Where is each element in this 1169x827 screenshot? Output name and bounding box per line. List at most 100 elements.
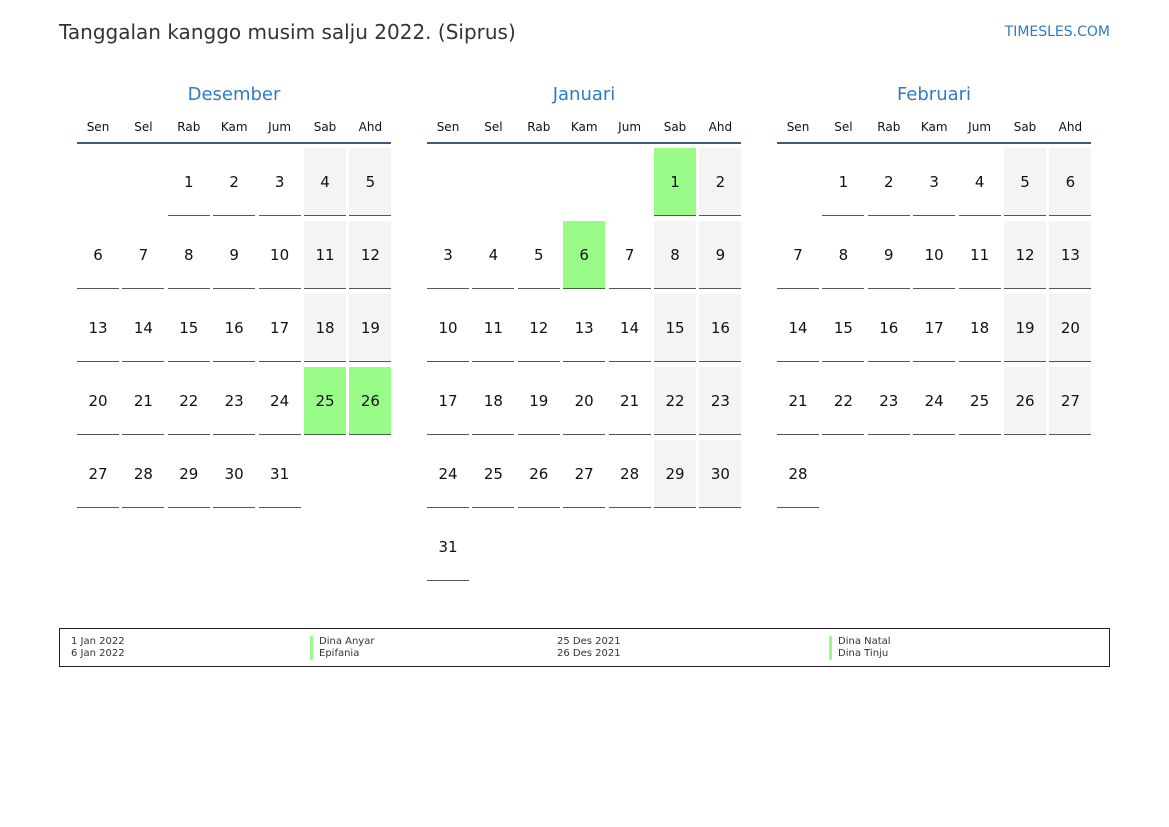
day-cell: 3 (427, 221, 469, 289)
day-cell: 31 (258, 440, 301, 508)
day-cell: 15 (822, 294, 865, 362)
day-cell: 27 (77, 440, 119, 508)
weekday-label: Kam (220, 120, 248, 134)
day-cell: 22 (167, 367, 210, 435)
weekday-label: Sen (786, 120, 810, 134)
month-desember: Desember Sen Sel Rab Kam Jum Sab Ahd 1 2 3 4 5 6 7 8 9 10… (77, 84, 392, 604)
day-cell: 22 (822, 367, 865, 435)
day-cell: 8 (822, 221, 865, 289)
legend-holiday-name: Dina Anyar (310, 636, 374, 648)
day-cell: 25 (472, 440, 515, 508)
day-cell: 29 (167, 440, 210, 508)
day-cell: 11 (304, 221, 346, 289)
day-cell: 18 (304, 294, 346, 362)
day-cell: 13 (77, 294, 119, 362)
page-title: Tanggalan kanggo musim salju 2022. (Sipr… (59, 20, 516, 44)
day-cell: 4 (472, 221, 515, 289)
day-cell: 6 (1049, 148, 1092, 216)
day-cell: 12 (349, 221, 392, 289)
header-divider (777, 142, 1091, 144)
weekday-label: Ahd (708, 120, 733, 134)
month-januari: Januari Sen Sel Rab Kam Jum Sab Ahd 1 2 3 4 5 6 7 8 9 10 1… (427, 84, 742, 604)
day-cell: 14 (608, 294, 651, 362)
day-cell: 21 (777, 367, 819, 435)
day-cell: 14 (122, 294, 165, 362)
day-cell: 30 (213, 440, 256, 508)
legend-names: Dina Anyar Epifania (310, 636, 374, 660)
day-cell: 14 (777, 294, 819, 362)
day-cell: 31 (427, 513, 469, 581)
legend-holiday-name: Epifania (310, 648, 374, 660)
day-cell: 28 (122, 440, 165, 508)
day-cell: 20 (1049, 294, 1092, 362)
day-cell: 9 (213, 221, 256, 289)
weekday-label: Sab (663, 120, 687, 134)
header-divider (427, 142, 741, 144)
day-cell: 7 (608, 221, 651, 289)
day-cell: 23 (699, 367, 742, 435)
day-cell: 28 (608, 440, 651, 508)
legend-names: Dina Natal Dina Tinju (829, 636, 891, 660)
header-divider (77, 142, 391, 144)
day-cell: 22 (654, 367, 696, 435)
day-cell: 18 (958, 294, 1001, 362)
day-cell: 19 (1004, 294, 1046, 362)
weekday-label: Sen (86, 120, 110, 134)
day-cell: 8 (654, 221, 696, 289)
brand-link[interactable]: TIMESLES.COM (1004, 24, 1110, 40)
weekday-label: Kam (570, 120, 598, 134)
day-cell: 12 (517, 294, 560, 362)
day-cell: 3 (913, 148, 956, 216)
day-cell: 23 (213, 367, 256, 435)
day-cell: 17 (913, 294, 956, 362)
day-cell: 10 (258, 221, 301, 289)
day-cell: 6 (77, 221, 119, 289)
day-cell: 5 (349, 148, 392, 216)
day-cell: 7 (122, 221, 165, 289)
day-cell: 15 (167, 294, 210, 362)
holiday-legend: 1 Jan 2022 6 Jan 2022 Dina Anyar Epifani… (59, 628, 1110, 667)
day-cell: 20 (563, 367, 606, 435)
month-name: Desember (187, 84, 281, 105)
legend-dates: 25 Des 2021 26 Des 2021 (557, 636, 621, 660)
day-cell: 27 (1049, 367, 1092, 435)
day-cell: 16 (213, 294, 256, 362)
holiday-day-cell: 6 (563, 221, 606, 289)
day-cell: 13 (563, 294, 606, 362)
weekday-label: Rab (177, 120, 201, 134)
day-cell: 23 (867, 367, 910, 435)
legend-date: 25 Des 2021 (557, 636, 621, 647)
month-name: Januari (552, 84, 616, 105)
day-cell: 13 (1049, 221, 1092, 289)
day-cell: 20 (77, 367, 119, 435)
day-cell: 16 (867, 294, 910, 362)
legend-dates: 1 Jan 2022 6 Jan 2022 (71, 636, 125, 660)
day-cell: 17 (258, 294, 301, 362)
day-cell: 15 (654, 294, 696, 362)
legend-holiday-name: Dina Natal (829, 636, 891, 648)
day-cell: 2 (867, 148, 910, 216)
day-cell: 8 (167, 221, 210, 289)
day-cell: 7 (777, 221, 819, 289)
day-cell: 18 (472, 367, 515, 435)
legend-date: 6 Jan 2022 (71, 648, 125, 659)
day-cell: 1 (822, 148, 865, 216)
weekday-label: Rab (877, 120, 901, 134)
day-cell: 11 (958, 221, 1001, 289)
weekday-label: Sel (134, 120, 153, 134)
day-cell: 10 (427, 294, 469, 362)
day-cell: 21 (122, 367, 165, 435)
weekday-label: Sab (1013, 120, 1037, 134)
day-cell: 25 (958, 367, 1001, 435)
day-cell: 19 (517, 367, 560, 435)
day-cell: 24 (258, 367, 301, 435)
day-cell: 30 (699, 440, 742, 508)
day-cell: 5 (517, 221, 560, 289)
day-cell: 16 (699, 294, 742, 362)
day-cell: 11 (472, 294, 515, 362)
legend-date: 26 Des 2021 (557, 648, 621, 659)
day-cell: 1 (167, 148, 210, 216)
weekday-label: Rab (527, 120, 551, 134)
holiday-day-cell: 25 (304, 367, 346, 435)
day-cell: 26 (517, 440, 560, 508)
